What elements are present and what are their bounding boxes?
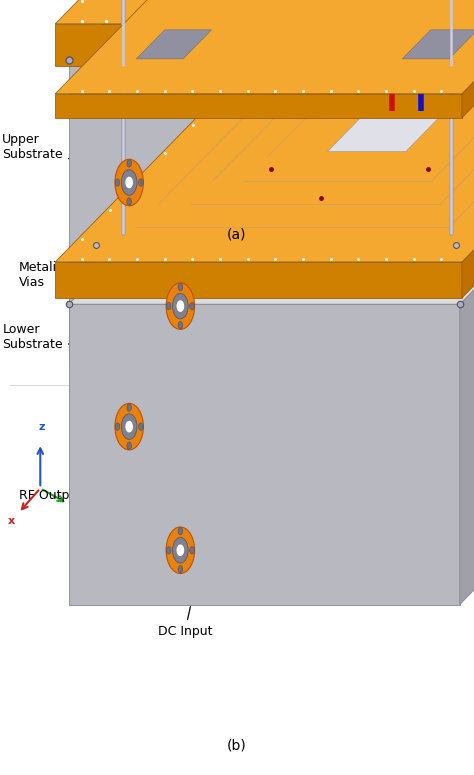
Polygon shape	[462, 0, 474, 298]
Circle shape	[121, 414, 137, 439]
Polygon shape	[69, 0, 474, 60]
Polygon shape	[462, 0, 474, 66]
Circle shape	[178, 566, 182, 573]
Circle shape	[126, 177, 132, 188]
Circle shape	[178, 284, 182, 291]
Circle shape	[177, 301, 183, 312]
Text: (b): (b)	[227, 739, 247, 753]
Text: RF Output: RF Output	[19, 481, 91, 502]
Polygon shape	[462, 0, 474, 118]
Circle shape	[127, 404, 131, 412]
Circle shape	[127, 160, 131, 167]
Polygon shape	[55, 262, 462, 298]
Circle shape	[115, 423, 120, 430]
Circle shape	[177, 545, 183, 556]
Text: z: z	[38, 422, 45, 432]
Text: DC Input: DC Input	[158, 593, 212, 638]
Text: x: x	[8, 516, 16, 525]
Circle shape	[126, 422, 132, 432]
Polygon shape	[460, 0, 474, 360]
Circle shape	[121, 170, 137, 195]
Circle shape	[166, 283, 194, 329]
Circle shape	[115, 403, 143, 449]
Polygon shape	[55, 94, 462, 118]
Polygon shape	[69, 304, 460, 604]
Polygon shape	[328, 71, 474, 152]
Polygon shape	[55, 0, 474, 24]
Text: Middle
Substrate: Middle Substrate	[421, 253, 474, 281]
Text: Lower
Substrate: Lower Substrate	[2, 323, 109, 353]
Text: y: y	[71, 505, 79, 514]
Circle shape	[173, 538, 188, 563]
Circle shape	[127, 198, 131, 205]
Polygon shape	[402, 30, 474, 59]
Circle shape	[138, 423, 143, 430]
Circle shape	[173, 293, 188, 319]
Circle shape	[190, 302, 194, 310]
Circle shape	[166, 302, 171, 310]
Polygon shape	[136, 30, 211, 59]
Text: Shielding
Box: Shielding Box	[393, 451, 474, 479]
Polygon shape	[69, 60, 460, 360]
Polygon shape	[55, 0, 474, 94]
Circle shape	[190, 546, 194, 554]
Circle shape	[115, 179, 120, 186]
Circle shape	[138, 179, 143, 186]
Polygon shape	[55, 0, 474, 262]
Circle shape	[166, 546, 171, 554]
Polygon shape	[102, 28, 474, 290]
Text: Meander
Slot: Meander Slot	[355, 145, 474, 190]
Circle shape	[178, 528, 182, 535]
Polygon shape	[55, 24, 462, 66]
Polygon shape	[69, 13, 474, 304]
Circle shape	[115, 159, 143, 205]
Circle shape	[166, 527, 194, 574]
Text: (a): (a)	[227, 228, 247, 242]
Polygon shape	[460, 13, 474, 604]
Circle shape	[127, 442, 131, 449]
Text: Upper
Substrate: Upper Substrate	[2, 133, 119, 176]
Circle shape	[178, 322, 182, 329]
Text: Supports: Supports	[393, 354, 474, 370]
Text: Metalized
Vias: Metalized Vias	[19, 261, 195, 292]
Text: Differential
Lines: Differential Lines	[417, 296, 474, 324]
